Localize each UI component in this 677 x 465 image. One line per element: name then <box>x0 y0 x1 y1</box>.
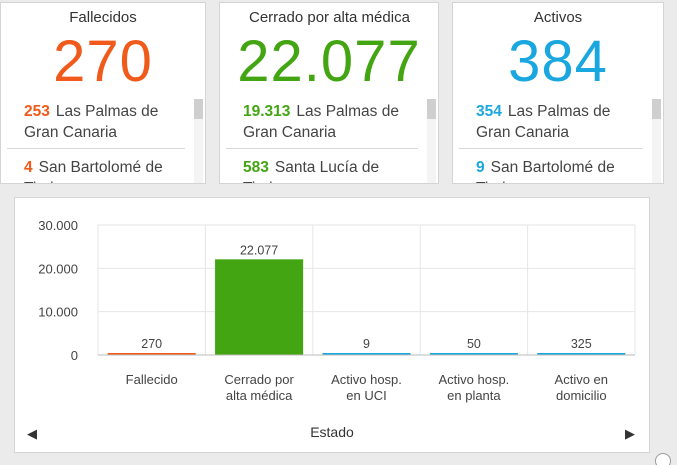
list-scrollbar[interactable] <box>652 99 661 183</box>
bar-value-label: 9 <box>363 337 370 351</box>
list-item-place: Las Palmas de Gran Canaria <box>24 103 159 141</box>
list-item[interactable]: 253 Las Palmas de Gran Canaria <box>1 99 191 143</box>
scroll-left-arrow-icon[interactable]: ◀ <box>27 426 37 441</box>
list-item-place: San Bartolomé de Tirajana <box>476 159 615 183</box>
card-cerrados: Cerrado por alta médica 22.077 19.313 Las… <box>219 2 439 184</box>
bar-value-label: 50 <box>467 337 481 351</box>
x-tick-label: Activo hosp. <box>331 372 402 387</box>
list-item-place: Las Palmas de Gran Canaria <box>476 103 611 141</box>
scroll-thumb[interactable] <box>427 99 436 119</box>
x-tick-label: domicilio <box>556 388 607 403</box>
list-item-count: 253 <box>24 103 50 120</box>
list-item-count: 583 <box>243 159 269 176</box>
cerrados-total: 22.077 <box>237 29 421 94</box>
y-tick-label: 10.000 <box>38 305 78 320</box>
list-scrollbar[interactable] <box>427 99 436 183</box>
bar-value-label: 22.077 <box>240 243 278 257</box>
municipality-list[interactable]: 354 Las Palmas de Gran Canaria 9 San Barto… <box>453 99 649 183</box>
y-tick-label: 20.000 <box>38 261 78 276</box>
bar <box>322 353 411 355</box>
y-tick-label: 30.000 <box>38 218 78 233</box>
list-item-count: 354 <box>476 103 502 120</box>
scroll-thumb[interactable] <box>194 99 203 119</box>
divider <box>226 148 418 149</box>
x-tick-label: Activo hosp. <box>438 372 509 387</box>
y-tick-label: 0 <box>71 348 78 363</box>
municipality-list[interactable]: 19.313 Las Palmas de Gran Canaria 583 Sant… <box>220 99 424 183</box>
divider <box>459 148 643 149</box>
card-activos: Activos 384 354 Las Palmas de Gran Canari… <box>452 2 664 184</box>
card-fallecidos: Fallecidos 270 253 Las Palmas de Gran Can… <box>0 2 206 184</box>
bar <box>537 353 626 355</box>
municipality-list[interactable]: 253 Las Palmas de Gran Canaria 4 San Barto… <box>1 99 191 183</box>
chart-panel: 0 10.000 20.000 30.000 270 Fallecido 22.077 Cer… <box>14 197 650 453</box>
activos-total: 384 <box>508 29 608 94</box>
card-title: Activos <box>533 9 583 26</box>
bar-value-label: 325 <box>571 337 592 351</box>
bar <box>107 353 196 355</box>
x-tick-label: Fallecido <box>126 372 178 387</box>
scroll-right-arrow-icon[interactable]: ▶ <box>625 426 635 441</box>
card-title: Fallecidos <box>69 9 137 26</box>
x-axis-title: Estado <box>310 424 354 440</box>
scroll-thumb[interactable] <box>652 99 661 119</box>
list-item-count: 4 <box>24 159 33 176</box>
fallecidos-total: 270 <box>53 29 153 94</box>
x-tick-label: alta médica <box>226 388 293 403</box>
list-item[interactable]: 19.313 Las Palmas de Gran Canaria <box>220 99 424 143</box>
divider <box>7 148 185 149</box>
x-tick-label: Activo en <box>555 372 608 387</box>
x-tick-label: en planta <box>447 388 501 403</box>
list-item-place: Las Palmas de Gran Canaria <box>243 103 399 141</box>
bar <box>429 353 518 355</box>
list-item[interactable]: 354 Las Palmas de Gran Canaria <box>453 99 649 143</box>
list-item-count: 19.313 <box>243 103 291 120</box>
list-item-place: Santa Lucía de Tirajana <box>243 159 380 183</box>
list-item-count: 9 <box>476 159 485 176</box>
bar-chart: 0 10.000 20.000 30.000 270 Fallecido 22.077 Cer… <box>38 218 636 403</box>
card-title: Cerrado por alta médica <box>249 9 410 26</box>
bar <box>215 259 304 355</box>
help-icon[interactable] <box>655 453 671 465</box>
list-scrollbar[interactable] <box>194 99 203 183</box>
bar-value-label: 270 <box>141 337 162 351</box>
list-item-place: San Bartolomé de Tirajana <box>24 159 163 183</box>
x-tick-label: en UCI <box>346 388 386 403</box>
x-tick-label: Cerrado por <box>224 372 294 387</box>
